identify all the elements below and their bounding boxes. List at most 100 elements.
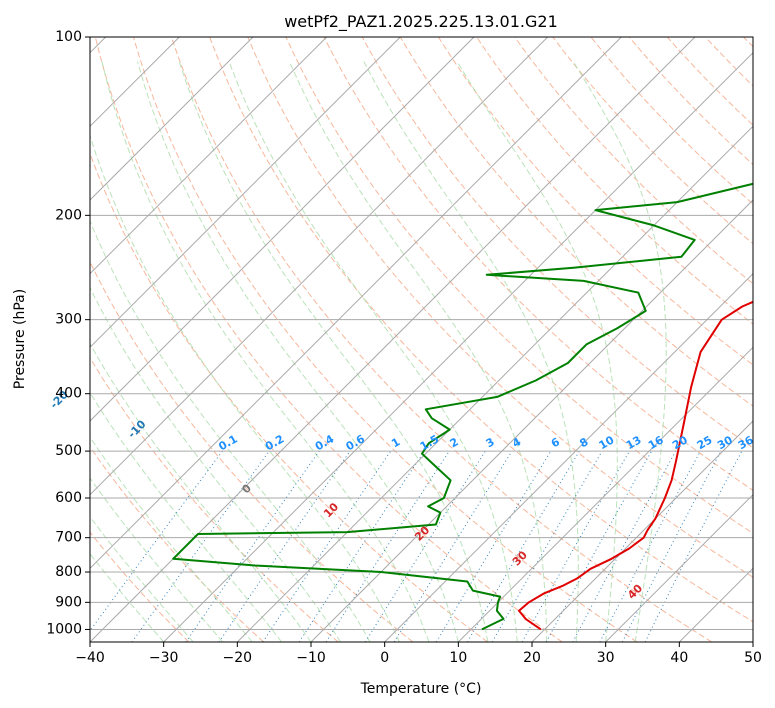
moist-adiabat-line bbox=[363, 61, 579, 642]
isotherm-line bbox=[90, 37, 401, 349]
dry-adiabat-line bbox=[94, 37, 563, 642]
moist-adiabat-line bbox=[101, 61, 430, 642]
background-lines bbox=[90, 37, 753, 642]
mixing-ratio-label: 25 bbox=[695, 433, 715, 452]
mixing-ratio-line bbox=[393, 450, 513, 642]
y-tick-label: 300 bbox=[55, 312, 82, 328]
isotherm-line bbox=[90, 37, 549, 496]
y-tick-label: 900 bbox=[55, 594, 82, 610]
mixing-ratio-line bbox=[364, 450, 486, 642]
isotherm-line bbox=[678, 567, 753, 642]
mixing-ratio-label: 0.2 bbox=[263, 432, 286, 453]
isotherm-line bbox=[90, 37, 622, 570]
dry-adiabat-line bbox=[247, 37, 753, 578]
moist-adiabat-line bbox=[137, 61, 459, 642]
mixing-ratio-line bbox=[572, 450, 677, 642]
isotherm-line bbox=[384, 272, 753, 642]
isotherm-line bbox=[90, 37, 328, 275]
mixing-ratio-label: 2 bbox=[448, 435, 461, 450]
mixing-ratio-line bbox=[185, 450, 320, 642]
y-axis: 100 200 300 400 500 600 700 800 900 1000 bbox=[46, 29, 90, 637]
dry-adiabat-line bbox=[437, 37, 753, 366]
isotherm-line bbox=[90, 37, 475, 422]
mixing-ratio-line bbox=[521, 450, 630, 642]
mixing-ratio-line bbox=[491, 450, 603, 642]
y-tick-label: 700 bbox=[55, 530, 82, 546]
isotherm-line bbox=[457, 346, 753, 642]
x-tick-label: −30 bbox=[149, 650, 179, 666]
mixing-ratio-label: 10 bbox=[597, 433, 617, 452]
dry-adiabat-line bbox=[743, 37, 753, 48]
mixing-ratio-line bbox=[435, 450, 552, 642]
mixing-ratio-line bbox=[262, 450, 392, 642]
moist-adiabat-line bbox=[90, 219, 371, 642]
dry-adiabat-label: 40 bbox=[625, 582, 645, 602]
dry-adiabat-line bbox=[399, 37, 753, 407]
y-tick-label: 100 bbox=[55, 29, 82, 45]
moist-adiabat-line bbox=[90, 553, 165, 642]
dry-adiabat-label: 30 bbox=[510, 548, 530, 568]
dry-adiabat-line bbox=[90, 446, 264, 642]
grid bbox=[90, 37, 753, 642]
mixing-ratio-label: 1 bbox=[389, 435, 402, 450]
isotherm-line bbox=[236, 125, 753, 642]
x-tick-label: 20 bbox=[523, 650, 541, 666]
mixing-ratio-label: 0.6 bbox=[344, 432, 368, 453]
mixing-ratio-label: 1.5 bbox=[418, 432, 441, 453]
isotherm-line bbox=[531, 420, 753, 642]
dry-adiabat-line bbox=[90, 531, 190, 642]
dry-adiabat-line bbox=[666, 37, 753, 126]
isotherm-line bbox=[310, 199, 753, 642]
moist-adiabat-line bbox=[288, 61, 548, 642]
x-tick-label: −10 bbox=[296, 650, 326, 666]
y-tick-label: 1000 bbox=[46, 621, 82, 637]
dry-adiabat-line bbox=[90, 152, 488, 642]
temperature-profile-line bbox=[518, 300, 753, 631]
y-tick-label: 600 bbox=[55, 490, 82, 506]
x-tick-label: 0 bbox=[380, 650, 389, 666]
y-tick-label: 400 bbox=[55, 386, 82, 402]
moist-adiabat-line bbox=[228, 61, 518, 642]
dry-adiabat-line bbox=[90, 356, 339, 642]
dry-adiabat-line bbox=[209, 37, 753, 623]
mixing-ratio-line bbox=[545, 450, 653, 642]
mixing-ratio-line bbox=[298, 450, 425, 642]
isotherm-line bbox=[752, 641, 753, 642]
dry-adiabat-line bbox=[132, 37, 638, 642]
mixing-ratio-label: 30 bbox=[715, 433, 735, 452]
dewpoint-profile-line bbox=[172, 182, 753, 631]
isotherm-line bbox=[163, 51, 753, 642]
dry-adiabat-line bbox=[323, 37, 753, 491]
mixing-ratio-label: 13 bbox=[624, 433, 644, 452]
x-tick-label: −20 bbox=[223, 650, 253, 666]
isotherm-line bbox=[90, 37, 254, 201]
dry-adiabat-label: -10 bbox=[125, 417, 148, 440]
mixing-ratio-line bbox=[131, 450, 270, 642]
x-axis-label: Temperature (°C) bbox=[360, 681, 482, 697]
dry-adiabat-line bbox=[704, 37, 753, 87]
x-axis: −40 −30 −20 −10 0 10 20 30 40 50 bbox=[75, 642, 762, 666]
moist-adiabat-line bbox=[90, 436, 253, 642]
dry-adiabat-line bbox=[590, 37, 753, 205]
x-tick-label: 40 bbox=[670, 650, 688, 666]
mixing-ratio-label: 16 bbox=[646, 433, 666, 452]
y-tick-label: 800 bbox=[55, 564, 82, 580]
mixing-ratio-line bbox=[599, 450, 701, 642]
moist-adiabat-line bbox=[90, 477, 223, 642]
series-layer bbox=[172, 182, 753, 631]
mixing-ratio-label: 20 bbox=[670, 433, 690, 452]
y-tick-label: 500 bbox=[55, 443, 82, 459]
mixing-ratio-label: 0.1 bbox=[216, 432, 239, 453]
x-tick-label: 50 bbox=[744, 650, 762, 666]
mixing-ratio-line bbox=[90, 450, 223, 632]
y-tick-label: 200 bbox=[55, 207, 82, 223]
dry-adiabat-line bbox=[514, 37, 753, 285]
moist-adiabat-line bbox=[90, 286, 341, 642]
mixing-ratio-line bbox=[467, 450, 580, 642]
dry-adiabat-line bbox=[171, 37, 712, 642]
x-tick-label: 30 bbox=[597, 650, 615, 666]
isotherm-line bbox=[605, 493, 753, 642]
chart-title: wetPf2_PAZ1.2025.225.13.01.G21 bbox=[284, 12, 558, 32]
moist-adiabat-line bbox=[456, 61, 618, 642]
x-tick-label: −40 bbox=[75, 650, 105, 666]
